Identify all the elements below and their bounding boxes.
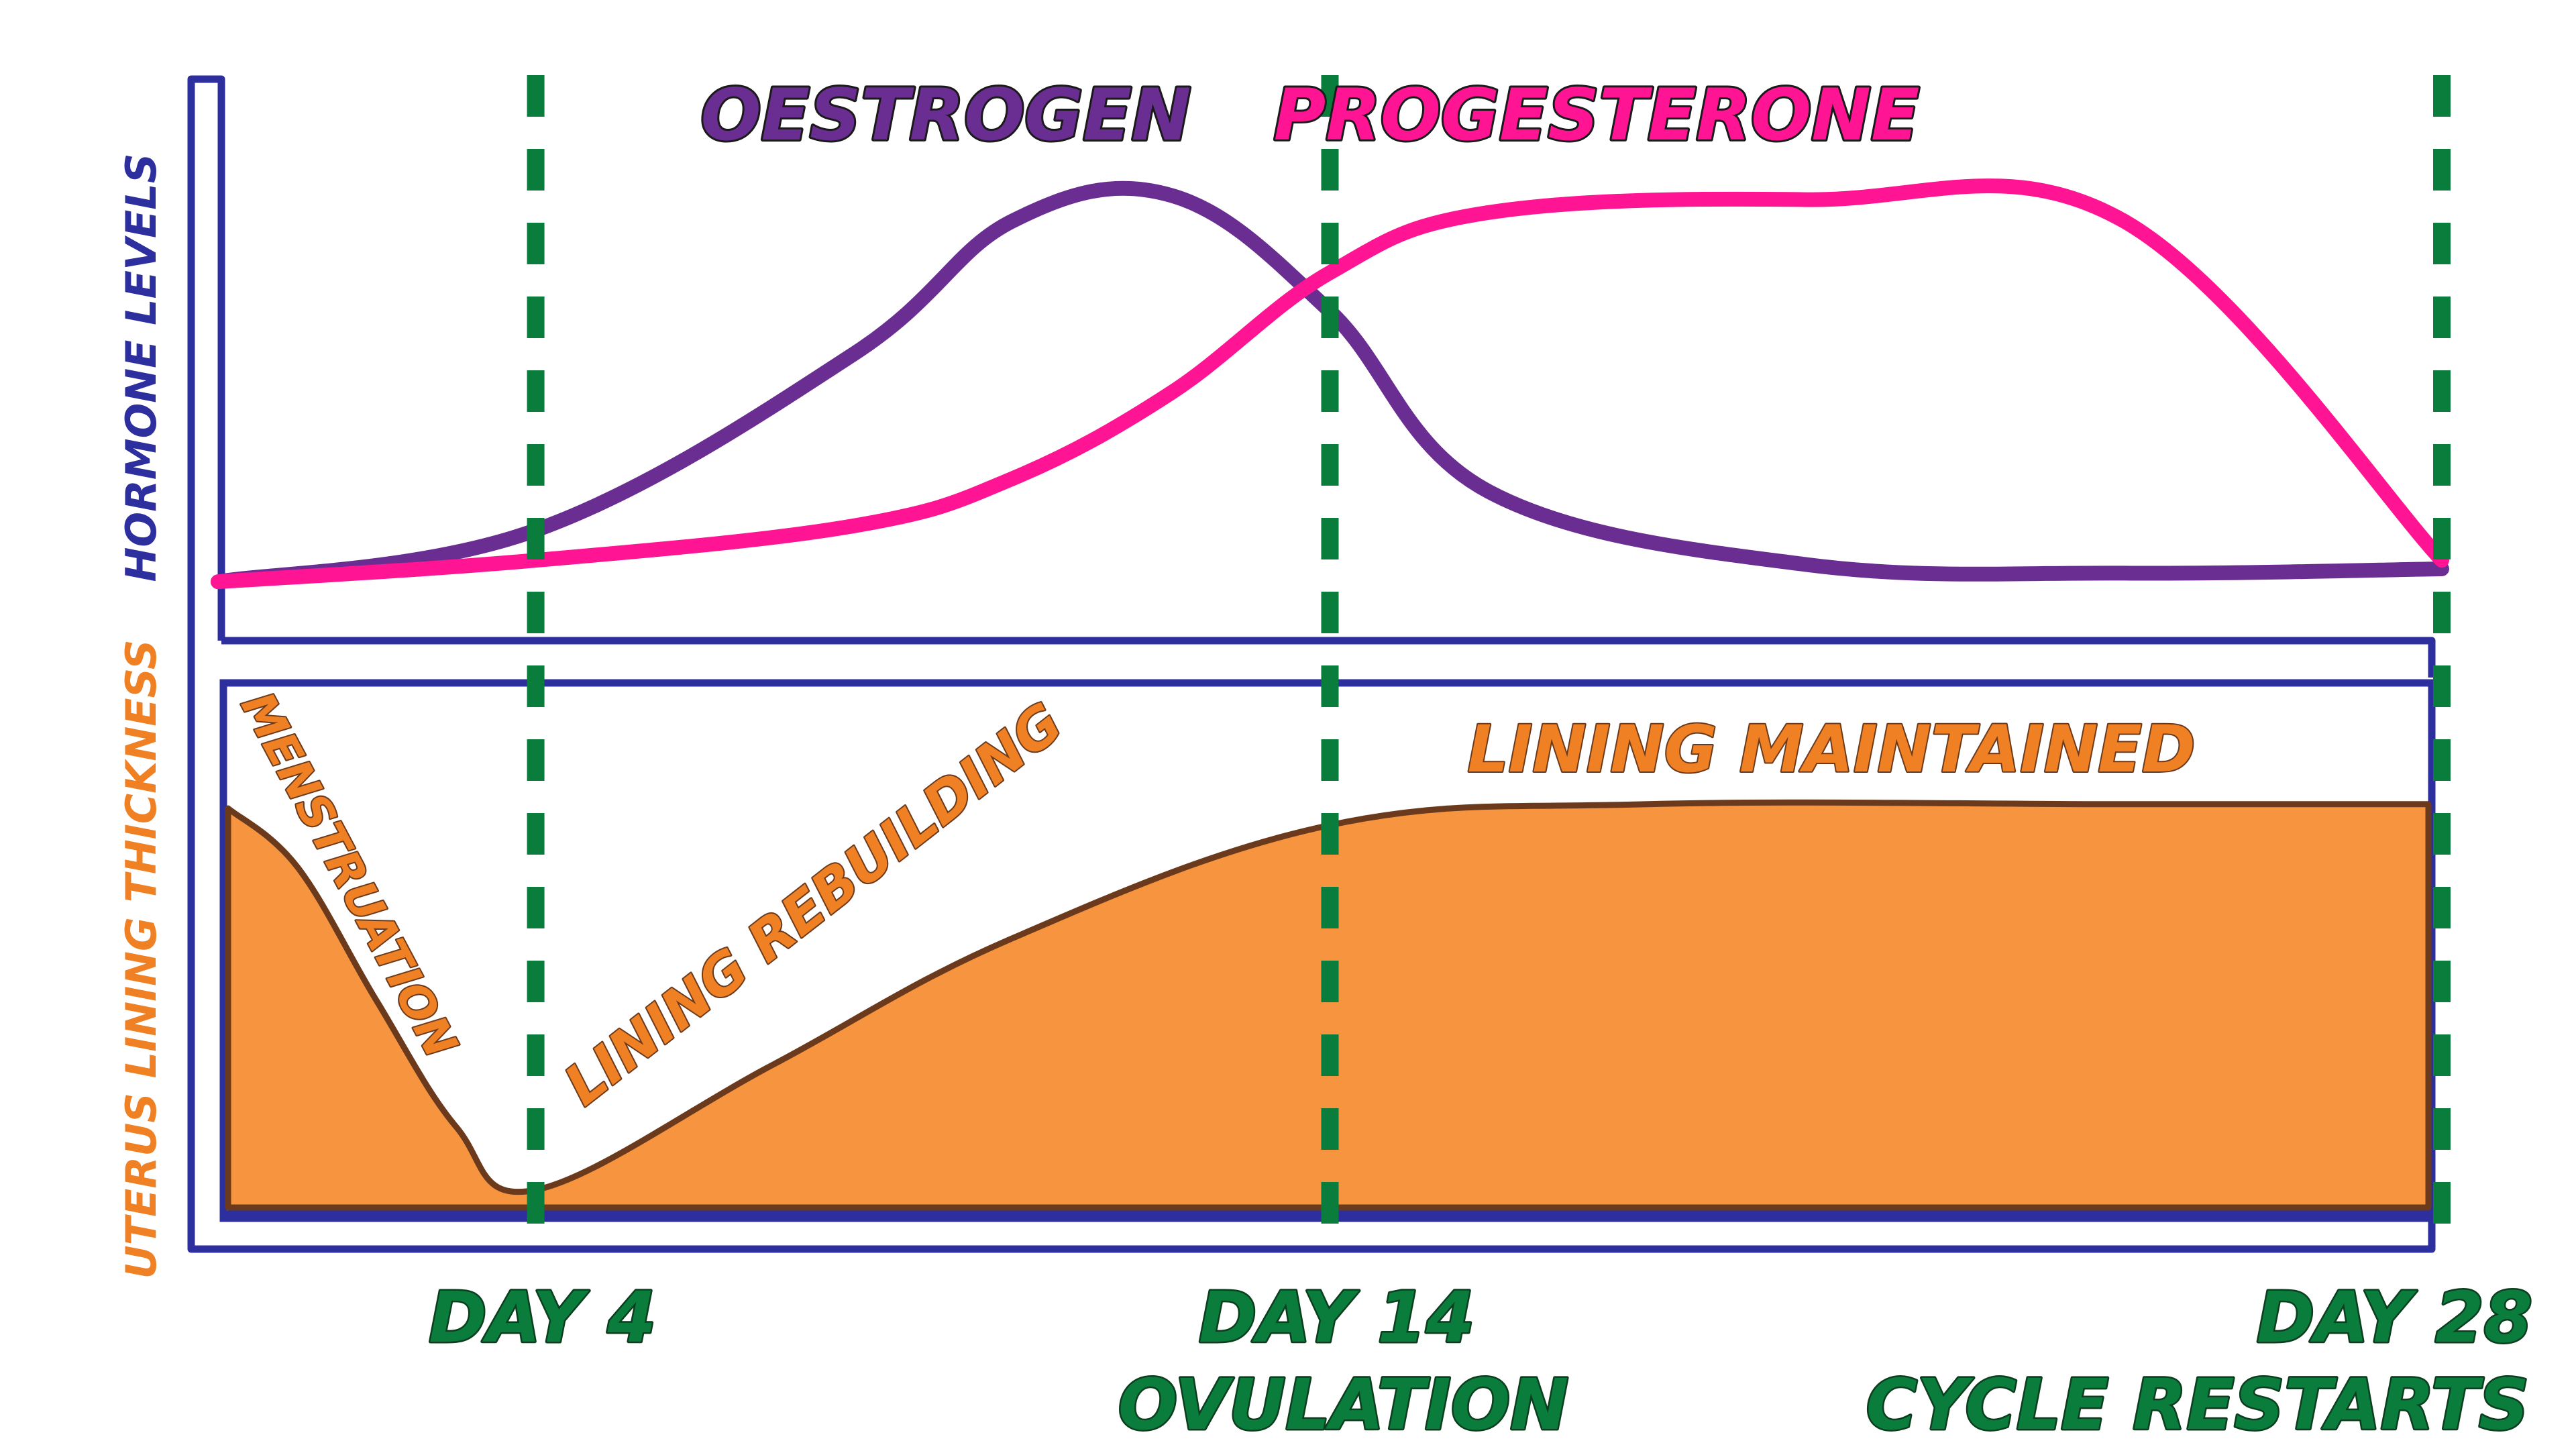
hormone-panel-axis: [187, 75, 2436, 1253]
day-label: DAY 14: [1199, 1277, 1474, 1358]
day-sublabel: CYCLE RESTARTS: [1866, 1364, 2529, 1446]
progesterone-label: PROGESTERONE: [1274, 74, 1920, 156]
uterus-lining-area: [225, 799, 2432, 1211]
lining-maintained-label: LINING MAINTAINED: [1467, 712, 2195, 787]
progesterone-curve: [211, 178, 2449, 590]
day-label: DAY 28: [2257, 1277, 2532, 1358]
oestrogen-curve: [211, 180, 2449, 590]
day-label: DAY 4: [429, 1277, 656, 1358]
uterus-thickness-axis-label: UTERUS LINING THICKNESS: [117, 639, 166, 1279]
hormone-levels-axis-label: HORMONE LEVELS: [117, 154, 166, 582]
day-markers: [527, 75, 2451, 1251]
oestrogen-label: OESTROGEN: [700, 74, 1191, 156]
day-sublabel: OVULATION: [1118, 1364, 1569, 1446]
